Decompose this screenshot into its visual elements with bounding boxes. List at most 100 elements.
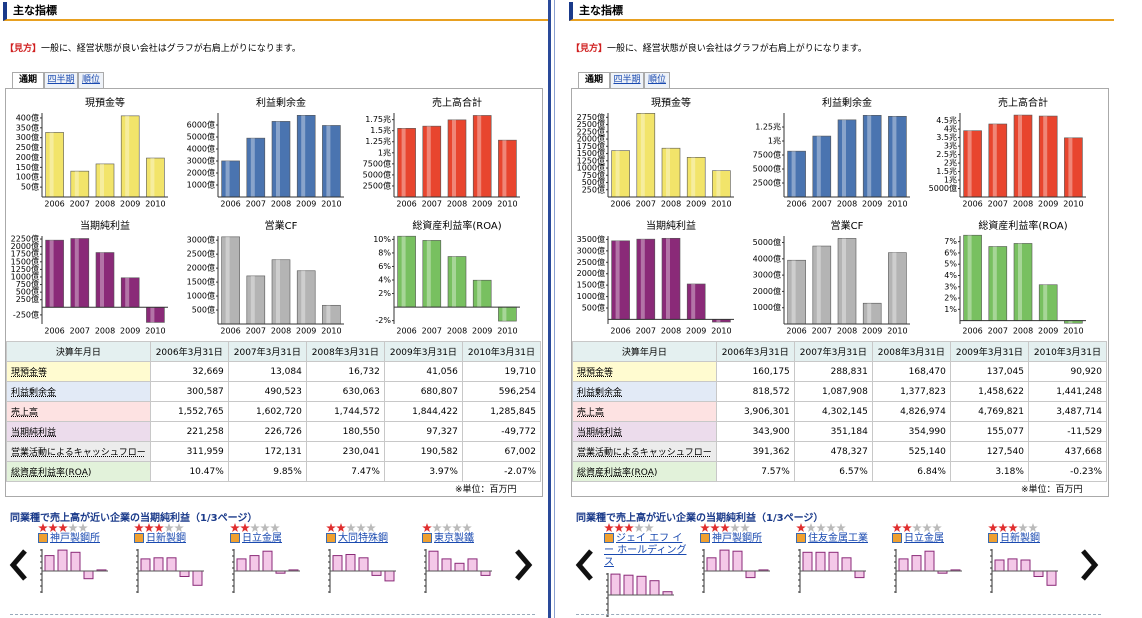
bar [221, 236, 240, 325]
row-label[interactable]: 現預金等 [572, 361, 717, 382]
bar-shine [615, 150, 620, 197]
tab[interactable]: 順位 [78, 72, 104, 88]
x-tick-label: 2007 [246, 327, 266, 336]
star [700, 523, 710, 532]
peer-name[interactable]: 神戸製鋼所 [700, 533, 788, 545]
unit-note: ※単位：百万円 [1021, 485, 1083, 495]
peer-name-text[interactable]: 日立金属 [242, 533, 282, 544]
spark-bar [1033, 570, 1044, 577]
peer-name[interactable]: 日新製鋼 [988, 533, 1076, 545]
bar [246, 137, 266, 198]
y-tick-label: 5000億 [753, 164, 781, 174]
bar [271, 121, 291, 198]
peer: 住友金属工業 [796, 523, 888, 595]
row-label[interactable]: 利益剰余金 [572, 381, 717, 402]
table-cell: 1,458,622 [949, 381, 1029, 402]
row-label[interactable]: 営業活動によるキャッシュフロー [6, 441, 151, 462]
bar-shine [867, 303, 872, 324]
chart-title: 売上高合計 [998, 96, 1048, 109]
peer-name-text[interactable]: 神戸製鋼所 [712, 533, 762, 544]
tab[interactable]: 四半期 [610, 72, 644, 88]
peer-name[interactable]: 大同特殊鋼 [326, 533, 414, 545]
peer: 神戸製鋼所 [700, 523, 792, 595]
y-tick-label: 2% [378, 289, 391, 298]
arrow-button[interactable] [1078, 548, 1100, 582]
bar-shine [1018, 243, 1022, 321]
peer-name[interactable]: 神戸製鋼所 [38, 533, 126, 545]
bar [686, 283, 706, 320]
peer-name-text[interactable]: ジェイ エフ イー ホールディングス [604, 533, 687, 568]
row-label[interactable]: 売上高 [6, 401, 151, 422]
star [1028, 523, 1038, 532]
x-tick-label: 2006 [44, 200, 64, 209]
peer-name[interactable]: 日新製鋼 [134, 533, 222, 545]
icon [892, 533, 902, 543]
table-cell: 41,056 [383, 361, 463, 382]
row-label[interactable]: 総資産利益率(ROA) [6, 461, 151, 482]
peer-name-text[interactable]: 日新製鋼 [146, 533, 186, 544]
row-label[interactable]: 現預金等 [6, 361, 151, 382]
table-header-cell: 2009年3月31日 [949, 341, 1029, 362]
row-label[interactable]: 当期純利益 [6, 421, 151, 442]
table-cell: 354,990 [871, 421, 951, 442]
table-cell: 6.57% [793, 461, 873, 482]
x-tick-label: 2010 [1063, 200, 1083, 209]
peer-name[interactable]: ジェイ エフ イー ホールディングス [604, 533, 692, 569]
table-header-cell: 2007年3月31日 [227, 341, 307, 362]
row-label[interactable]: 利益剰余金 [6, 381, 151, 402]
y-tick-label: 750億 [16, 279, 39, 289]
y-tick-label: 7500億 [753, 150, 781, 160]
peer: 日立金属 [892, 523, 984, 595]
peer-name-text[interactable]: 神戸製鋼所 [50, 533, 100, 544]
icon [134, 533, 144, 543]
table-cell: 437,668 [1027, 441, 1108, 462]
table-cell: 1,844,422 [383, 401, 463, 422]
x-tick-label: 2006 [220, 327, 240, 336]
table-cell: 300,587 [149, 381, 229, 402]
chart-title: 売上高合計 [432, 96, 482, 109]
arrow-button[interactable] [8, 548, 30, 582]
tab[interactable]: 通期 [578, 72, 610, 88]
bar [837, 119, 857, 198]
bar [988, 246, 1008, 321]
arrow-button[interactable] [512, 548, 534, 582]
y-tick-label: 4000億 [753, 253, 781, 263]
table-cell: 32,669 [149, 361, 229, 382]
y-tick-label: 1250億 [11, 264, 39, 274]
arrow-button[interactable] [574, 548, 596, 582]
table-cell: 3.18% [949, 461, 1029, 482]
peer-name[interactable]: 住友金属工業 [796, 533, 884, 545]
peer-name[interactable]: 日立金属 [892, 533, 980, 545]
icon [422, 533, 432, 543]
row-label[interactable]: 当期純利益 [572, 421, 717, 442]
bar-shine [301, 115, 306, 197]
peer-name-text[interactable]: 日新製鋼 [1000, 533, 1040, 544]
spark-bar [140, 558, 151, 572]
tab[interactable]: 順位 [644, 72, 670, 88]
indicator-box [571, 88, 1109, 497]
row-label[interactable]: 総資産利益率(ROA) [572, 461, 717, 482]
bar-shine [401, 236, 406, 308]
row-label[interactable]: 営業活動によるキャッシュフロー [572, 441, 717, 462]
table-cell: 1,744,572 [305, 401, 385, 422]
bar [812, 135, 832, 198]
peer-name-text[interactable]: 日立金属 [904, 533, 944, 544]
peer-name-text[interactable]: 東京製鐵 [434, 533, 474, 544]
peer-name[interactable]: 東京製鐵 [422, 533, 510, 545]
tab[interactable]: 四半期 [44, 72, 78, 88]
tab[interactable]: 通期 [12, 72, 44, 88]
peer-name-text[interactable]: 大同特殊鋼 [338, 533, 388, 544]
bar [636, 113, 656, 198]
bar [963, 234, 982, 321]
y-tick-label: 250億 [16, 294, 39, 304]
bar-shine [426, 126, 431, 197]
row-label[interactable]: 売上高 [572, 401, 717, 422]
bar [963, 130, 982, 198]
y-tick-label: 1.5兆 [370, 125, 391, 135]
spark-bar [1007, 558, 1018, 572]
peer-name-text[interactable]: 住友金属工業 [808, 533, 868, 544]
bar [146, 157, 165, 198]
x-tick-label: 2008 [271, 327, 291, 336]
table-row: 営業活動によるキャッシュフロー 311,959 172,131 230,041 190,… [6, 441, 542, 462]
peer-name[interactable]: 日立金属 [230, 533, 318, 545]
